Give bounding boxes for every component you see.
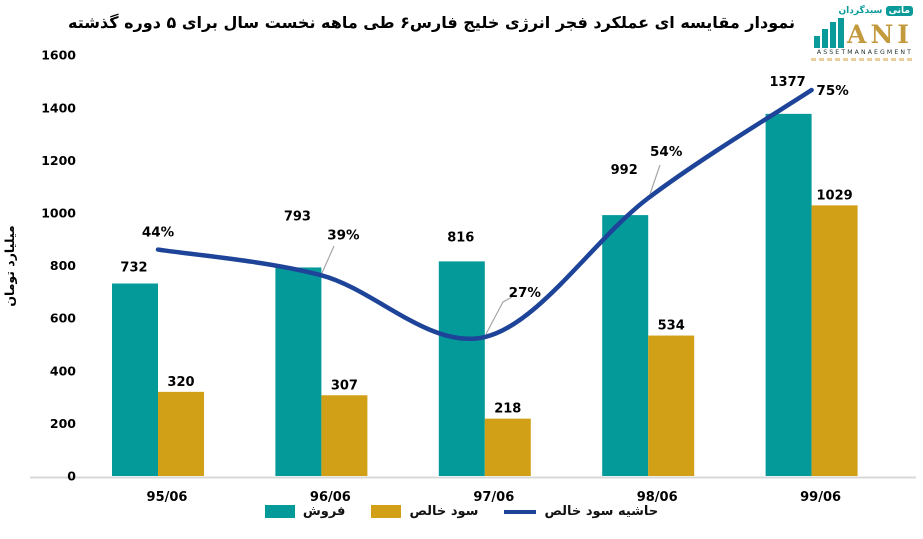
svg-text:816: 816 [447, 230, 474, 245]
svg-text:1377: 1377 [770, 75, 806, 90]
svg-text:96/06: 96/06 [310, 490, 351, 505]
logo-tagline-decoration [811, 58, 913, 61]
svg-text:0: 0 [67, 469, 76, 484]
svg-text:320: 320 [167, 375, 194, 390]
legend-item-net-profit[interactable]: سود خالص [371, 504, 478, 519]
net-profit-swatch-icon [371, 505, 402, 518]
svg-text:1200: 1200 [41, 153, 76, 168]
svg-text:793: 793 [284, 209, 311, 224]
logo-persian-name: مانی سبدگردان [811, 6, 913, 16]
svg-text:992: 992 [611, 163, 638, 178]
svg-text:1000: 1000 [41, 206, 76, 221]
sales-swatch-icon [264, 505, 295, 518]
svg-text:1029: 1029 [817, 188, 853, 203]
svg-text:39%: 39% [327, 227, 360, 243]
logo-barchart-icon [814, 18, 845, 48]
svg-text:307: 307 [331, 378, 358, 393]
svg-text:44%: 44% [142, 225, 175, 241]
svg-text:800: 800 [50, 258, 76, 273]
logo-persian-name-boxed: مانی [885, 6, 913, 16]
svg-text:95/06: 95/06 [147, 490, 188, 505]
svg-text:218: 218 [494, 402, 521, 417]
svg-text:27%: 27% [509, 285, 542, 301]
svg-text:97/06: 97/06 [473, 490, 514, 505]
svg-text:732: 732 [120, 260, 147, 275]
chart-title: نمودار مقایسه ای عملکرد فجر انرژی خلیج ف… [68, 13, 795, 32]
logo-subtitle: ASSETMANAEGMENT [816, 49, 913, 56]
legend-item-sales[interactable]: فروش [264, 504, 346, 519]
svg-text:200: 200 [50, 416, 76, 431]
legend-item-net-margin[interactable]: حاشیه سود خالص [504, 504, 658, 519]
legend-label-net-profit: سود خالص [409, 504, 479, 519]
chart-legend: فروش سود خالص حاشیه سود خالص [0, 504, 923, 519]
logo-wordmark: ANI [847, 20, 913, 49]
svg-text:54%: 54% [650, 144, 683, 160]
svg-text:1600: 1600 [41, 48, 76, 63]
company-logo: مانی سبدگردان ANI ASSETMANAEGMENT [811, 6, 913, 66]
svg-text:99/06: 99/06 [800, 490, 841, 505]
net-margin-line-icon [504, 509, 537, 514]
svg-text:میلیارد تومان: میلیارد تومان [2, 225, 17, 306]
svg-text:1400: 1400 [41, 100, 76, 115]
svg-text:400: 400 [50, 363, 76, 378]
legend-label-sales: فروش [302, 504, 346, 519]
svg-text:534: 534 [658, 319, 685, 334]
legend-label-net-margin: حاشیه سود خالص [544, 504, 659, 519]
svg-text:600: 600 [50, 311, 76, 326]
svg-text:75%: 75% [816, 83, 849, 99]
svg-text:98/06: 98/06 [637, 490, 678, 505]
